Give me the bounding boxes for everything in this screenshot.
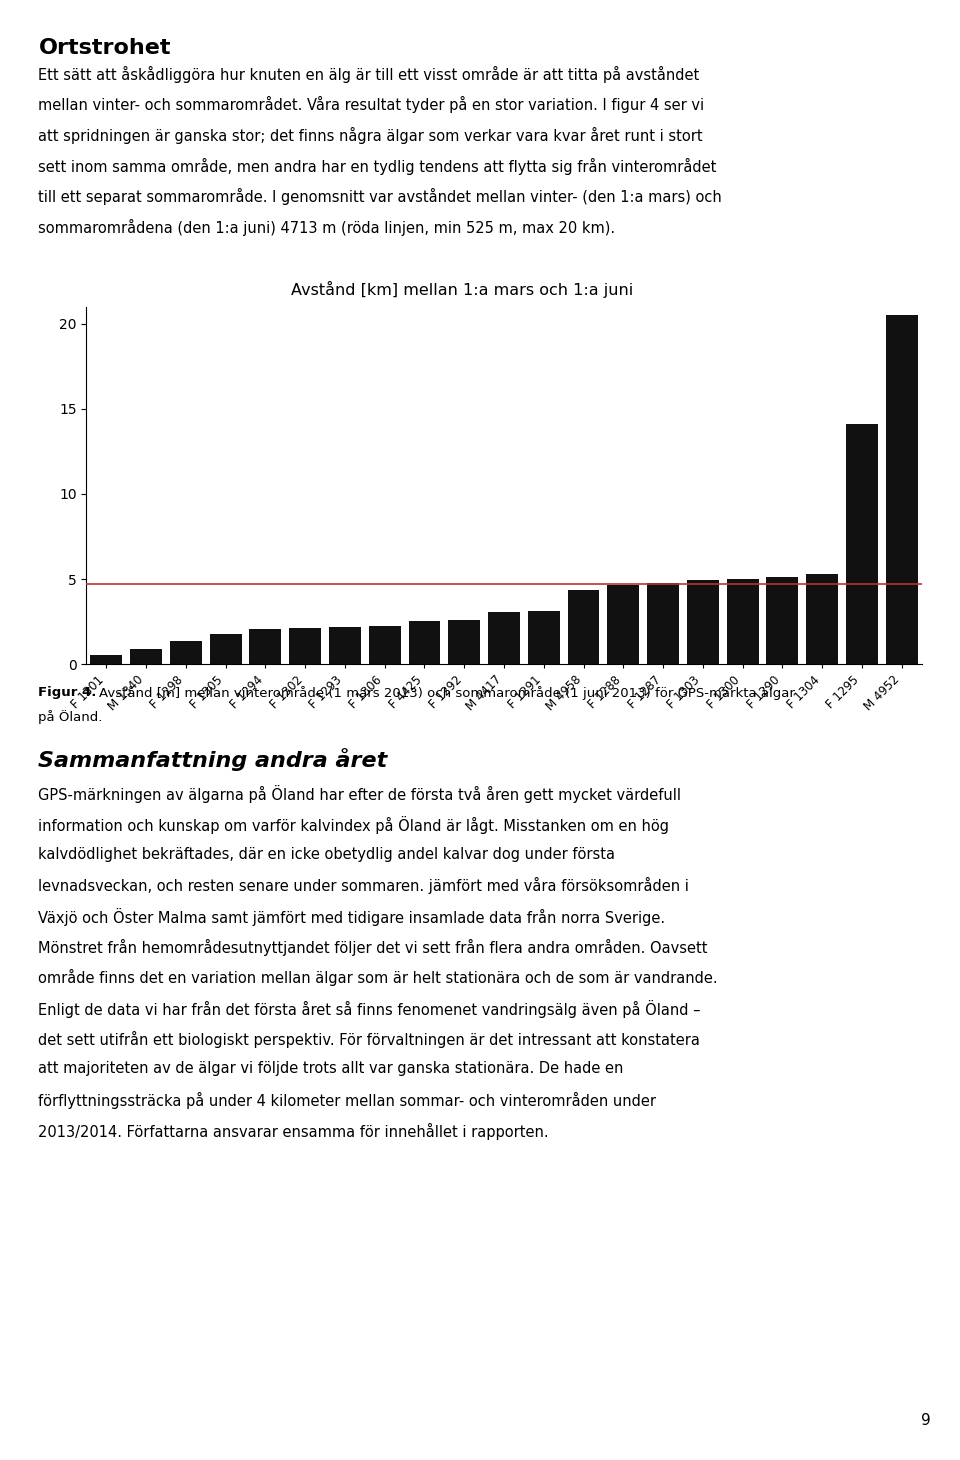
Text: 9: 9 — [922, 1413, 931, 1428]
Text: det sett utifrån ett biologiskt perspektiv. För förvaltningen är det intressant : det sett utifrån ett biologiskt perspekt… — [38, 1031, 700, 1048]
Text: information och kunskap om varför kalvindex på Öland är lågt. Misstanken om en h: information och kunskap om varför kalvin… — [38, 816, 669, 834]
Bar — [687, 580, 719, 664]
Bar — [289, 628, 321, 664]
Bar — [409, 620, 441, 664]
Bar — [209, 634, 242, 664]
Text: Enligt de data vi har från det första året så finns fenomenet vandringsälg även : Enligt de data vi har från det första år… — [38, 1000, 701, 1018]
Title: Avstånd [km] mellan 1:a mars och 1:a juni: Avstånd [km] mellan 1:a mars och 1:a jun… — [291, 282, 634, 298]
Bar — [90, 656, 122, 664]
Text: förflyttningssträcka på under 4 kilometer mellan sommar- och vinterområden under: förflyttningssträcka på under 4 kilomete… — [38, 1092, 657, 1110]
Text: Ett sätt att åskådliggöra hur knuten en älg är till ett visst område är att titt: Ett sätt att åskådliggöra hur knuten en … — [38, 66, 700, 83]
Text: Mönstret från hemområdesutnyttjandet följer det vi sett från flera andra områden: Mönstret från hemområdesutnyttjandet föl… — [38, 939, 708, 956]
Text: sett inom samma område, men andra har en tydlig tendens att flytta sig från vint: sett inom samma område, men andra har en… — [38, 158, 717, 175]
Bar — [448, 620, 480, 664]
Bar — [766, 577, 799, 664]
Bar — [170, 641, 202, 664]
Text: till ett separat sommarområde. I genomsnitt var avståndet mellan vinter- (den 1:: till ett separat sommarområde. I genomsn… — [38, 188, 722, 206]
Text: område finns det en variation mellan älgar som är helt stationära och de som är : område finns det en variation mellan älg… — [38, 969, 718, 987]
Bar — [131, 648, 162, 664]
Bar — [250, 628, 281, 664]
Text: Sammanfattning andra året: Sammanfattning andra året — [38, 748, 388, 771]
Text: Ortstrohet: Ortstrohet — [38, 38, 171, 58]
Bar — [528, 612, 560, 664]
Bar — [727, 580, 758, 664]
Bar — [488, 612, 520, 664]
Text: att majoriteten av de älgar vi följde trots allt var ganska stationära. De hade : att majoriteten av de älgar vi följde tr… — [38, 1061, 624, 1076]
Bar — [369, 626, 400, 664]
Text: 2013/2014. Författarna ansvarar ensamma för innehållet i rapporten.: 2013/2014. Författarna ansvarar ensamma … — [38, 1123, 549, 1140]
Bar — [846, 423, 877, 664]
Text: Figur 4.: Figur 4. — [38, 686, 97, 699]
Text: kalvdödlighet bekräftades, där en icke obetydlig andel kalvar dog under första: kalvdödlighet bekräftades, där en icke o… — [38, 847, 615, 861]
Text: sommarområdena (den 1:a juni) 4713 m (röda linjen, min 525 m, max 20 km).: sommarområdena (den 1:a juni) 4713 m (rö… — [38, 219, 615, 237]
Text: GPS-märkningen av älgarna på Öland har efter de första två åren gett mycket värd: GPS-märkningen av älgarna på Öland har e… — [38, 785, 682, 803]
Text: mellan vinter- och sommarområdet. Våra resultat tyder på en stor variation. I fi: mellan vinter- och sommarområdet. Våra r… — [38, 96, 705, 114]
Text: att spridningen är ganska stor; det finns några älgar som verkar vara kvar året : att spridningen är ganska stor; det finn… — [38, 127, 703, 145]
Text: Växjö och Öster Malma samt jämfört med tidigare insamlade data från norra Sverig: Växjö och Öster Malma samt jämfört med t… — [38, 908, 665, 926]
Bar — [329, 626, 361, 664]
Text: Avstånd [m] mellan vinterområde (1 mars 2013) och sommarområde (1 juni 2013) för: Avstånd [m] mellan vinterområde (1 mars … — [99, 686, 795, 701]
Bar — [886, 315, 918, 664]
Text: på Öland.: på Öland. — [38, 710, 103, 724]
Bar — [647, 583, 679, 664]
Bar — [806, 574, 838, 664]
Bar — [567, 590, 599, 664]
Text: levnadsveckan, och resten senare under sommaren. jämfört med våra försöksområden: levnadsveckan, och resten senare under s… — [38, 877, 689, 895]
Bar — [608, 585, 639, 664]
